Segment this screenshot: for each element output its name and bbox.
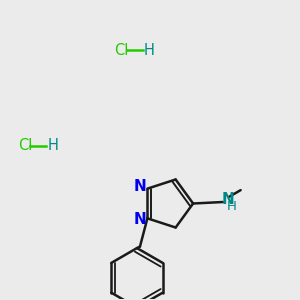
Text: N: N — [134, 212, 146, 227]
Text: H: H — [47, 138, 58, 153]
Text: H: H — [227, 200, 237, 213]
Text: N: N — [222, 191, 235, 206]
Text: H: H — [144, 43, 155, 58]
Text: N: N — [134, 179, 146, 194]
Text: Cl: Cl — [114, 43, 129, 58]
Text: Cl: Cl — [18, 138, 32, 153]
